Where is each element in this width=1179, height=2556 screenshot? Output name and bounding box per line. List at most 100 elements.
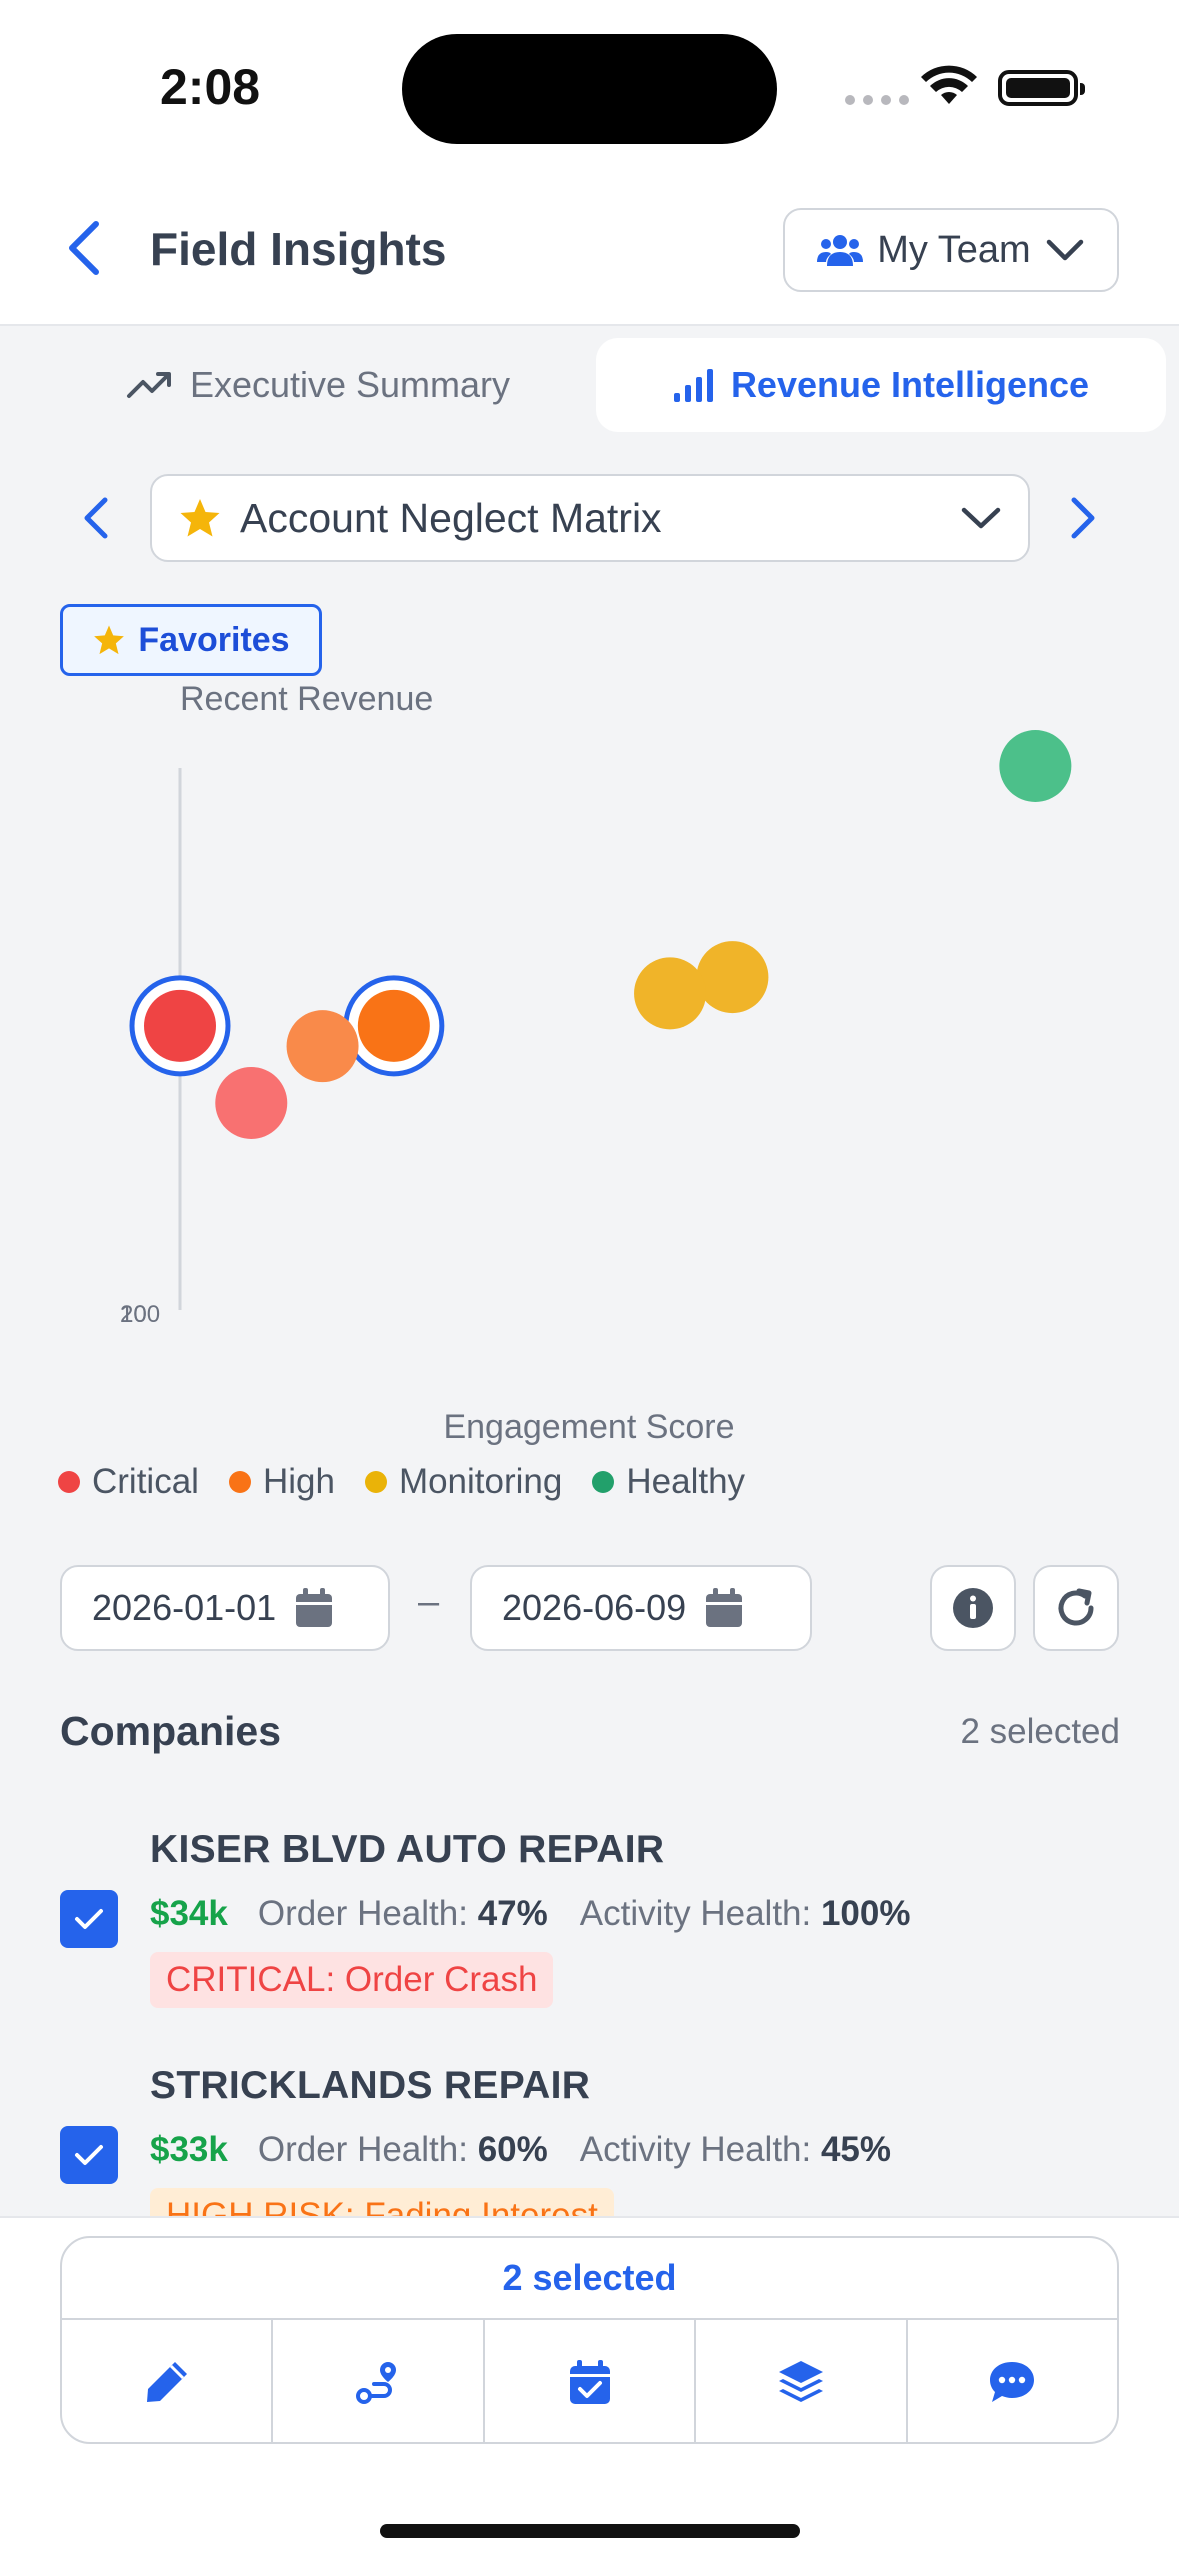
favorites-button[interactable]: Favorites [60,604,322,676]
status-time: 2:08 [160,59,261,115]
legend-label-critical: Critical [92,1462,199,1501]
order-health-value: 47% [477,1894,548,1933]
companies-title: Companies [60,1708,281,1754]
legend-dot-healthy [592,1471,615,1493]
home-indicator [380,2524,800,2538]
company-checkbox[interactable] [60,2126,118,2184]
schedule-action-button[interactable] [485,2320,697,2442]
star-icon [180,499,220,537]
x-axis-label: Engagement Score [443,1408,734,1446]
y-tick-label: 20 [120,1301,147,1328]
companies-header: Companies 2 selected [60,1708,1120,1755]
company-metrics: $34k Order Health: 47% Activity Health: 10… [150,1894,911,1934]
wifi-icon [921,65,977,104]
company-name: KISER BLVD AUTO REPAIR [150,1828,665,1871]
data-point-critical[interactable] [215,1066,288,1139]
end-date-input[interactable]: 2026-06-09 [470,1565,812,1651]
company-revenue: $34k [150,1894,228,1933]
layers-action-button[interactable] [696,2320,908,2442]
legend-dot-high [228,1471,251,1493]
bulk-action-buttons [62,2320,1117,2442]
data-point-dot [286,1010,359,1083]
edit-action-button[interactable] [62,2320,274,2442]
start-date-value: 2026-01-01 [92,1587,277,1628]
segmented-tabs: Executive Summary Revenue Intelligence [58,338,1166,432]
status-bar: 2:08 [0,0,1179,170]
tab-revenue-intelligence[interactable]: Revenue Intelligence [596,338,1166,432]
data-point-dot [357,989,430,1062]
data-point-monitoring[interactable] [696,941,769,1014]
report-dropdown-label: Account Neglect Matrix [240,494,662,541]
legend-item-high: High [228,1462,335,1502]
order-health-label: Order Health: [257,2130,468,2169]
legend-label-monitoring: Monitoring [398,1462,563,1501]
message-action-button[interactable] [908,2320,1117,2442]
tab-revenue-intelligence-label: Revenue Intelligence [730,364,1090,405]
data-point-dot [634,957,707,1030]
data-points [129,730,1072,1139]
battery-icon [998,70,1085,106]
company-name: STRICKLANDS REPAIR [150,2064,591,2107]
dynamic-island [402,34,777,144]
bulk-selected-label[interactable]: 2 selected [62,2238,1117,2320]
team-selector-label: My Team [877,228,1031,271]
bottom-action-panel: 2 selected [0,2216,1179,2556]
y-tick-label: 100 [120,1301,160,1328]
report-dropdown[interactable]: Account Neglect Matrix [150,474,1030,562]
company-row[interactable]: STRICKLANDS REPAIR $33k Order Health: 60%… [0,2064,1179,2216]
data-point-monitoring[interactable] [634,957,707,1030]
legend-dot-critical [58,1471,80,1493]
cellular-dots-icon [845,95,909,105]
team-selector-button[interactable]: My Team [783,208,1119,292]
activity-health-value: 100% [820,1894,911,1933]
legend-label-healthy: Healthy [626,1462,746,1501]
activity-health-value: 45% [820,2130,892,2169]
data-point-high[interactable] [343,975,445,1077]
start-date-input[interactable]: 2026-01-01 [60,1565,390,1651]
company-metrics: $33k Order Health: 60% Activity Health: 45… [150,2130,891,2170]
activity-health-label: Activity Health: [579,1894,812,1933]
back-chevron-icon[interactable] [58,218,114,278]
data-point-dot [215,1066,288,1139]
info-button[interactable] [930,1565,1016,1651]
chevron-left-icon [84,497,108,539]
calendar-icon [706,1588,743,1627]
nav-bar: Field Insights My Team [0,170,1179,326]
page-title: Field Insights [150,223,447,275]
data-point-critical[interactable] [129,975,231,1077]
legend-item-monitoring: Monitoring [364,1462,563,1502]
data-point-healthy[interactable] [999,730,1072,802]
users-icon [817,235,864,266]
pencil-icon [146,2362,187,2402]
activity-health-label: Activity Health: [579,2130,812,2169]
calendar-icon [296,1588,333,1627]
chevron-down-icon [1046,239,1083,261]
star-icon [94,625,125,655]
refresh-button[interactable] [1033,1565,1119,1651]
order-health-label: Order Health: [257,1894,468,1933]
layers-icon [778,2361,823,2402]
tab-executive-summary[interactable]: Executive Summary [58,338,578,432]
company-list: KISER BLVD AUTO REPAIR $34k Order Health:… [0,1790,1179,2216]
company-row[interactable]: KISER BLVD AUTO REPAIR $34k Order Health:… [0,1828,1179,2048]
y-axis-label: Recent Revenue [180,680,433,718]
route-action-button[interactable] [273,2320,485,2442]
companies-selected-count: 2 selected [960,1711,1120,1751]
next-report-button[interactable] [1055,490,1111,546]
checkmark-icon [75,2145,103,2165]
company-checkbox[interactable] [60,1890,118,1948]
chevron-right-icon [1071,497,1095,539]
data-point-dot [999,730,1072,802]
legend-item-healthy: Healthy [592,1462,745,1502]
trend-up-icon [126,372,171,398]
bulk-action-bar: 2 selected [60,2236,1119,2444]
calendar-check-icon [569,2360,610,2404]
data-point-high[interactable] [286,1010,359,1083]
date-range-separator: – [418,1581,440,1623]
route-icon [356,2362,397,2404]
previous-report-button[interactable] [68,490,124,546]
chart-legend: Critical High Monitoring Healthy [58,1462,745,1502]
risk-badge: HIGH RISK: Fading Interest [150,2188,614,2216]
legend-item-critical: Critical [58,1462,199,1502]
scatter-chart-svg: Recent Revenue 100 20 Engagement Score [120,680,1072,1446]
